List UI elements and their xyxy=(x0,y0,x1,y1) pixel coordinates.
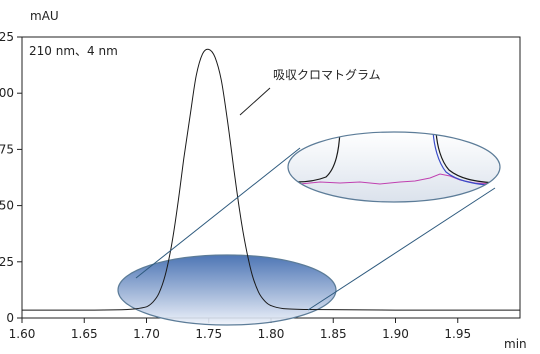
x-tick-label: 1.85 xyxy=(320,327,347,341)
x-tick-label: 1.80 xyxy=(258,327,285,341)
inset-ellipse-border xyxy=(287,131,501,203)
x-axis-title: min xyxy=(504,337,527,351)
x-tick-label: 1.95 xyxy=(444,327,471,341)
conditions-label: 210 nm、4 nm xyxy=(29,44,118,58)
y-axis-title: mAU xyxy=(30,9,59,23)
inset-trace-right xyxy=(435,132,499,184)
trace-label: 吸収クロマトグラム xyxy=(273,68,381,82)
y-axis-ticks: 0 25 50 75 100 125 xyxy=(0,30,22,325)
trace-label-leader xyxy=(239,87,271,116)
inset-trace-blue xyxy=(432,132,499,187)
x-tick-label: 1.70 xyxy=(133,327,160,341)
y-tick-label: 50 xyxy=(0,199,14,213)
zoom-connector-lower xyxy=(307,187,496,311)
zoom-connector-upper xyxy=(135,147,301,279)
y-tick-label: 75 xyxy=(0,142,14,156)
magnified-inset xyxy=(287,131,501,203)
x-tick-label: 1.90 xyxy=(382,327,409,341)
y-tick-label: 25 xyxy=(0,255,14,269)
inset-trace-left xyxy=(295,132,341,183)
y-tick-label: 125 xyxy=(0,30,14,44)
x-tick-label: 1.65 xyxy=(71,327,98,341)
zoom-region-ellipse xyxy=(117,254,337,326)
y-tick-label: 0 xyxy=(6,311,14,325)
chromatogram-trace xyxy=(21,48,521,311)
y-tick-label: 100 xyxy=(0,86,14,100)
x-tick-label: 1.75 xyxy=(195,327,222,341)
x-tick-label: 1.60 xyxy=(9,327,36,341)
